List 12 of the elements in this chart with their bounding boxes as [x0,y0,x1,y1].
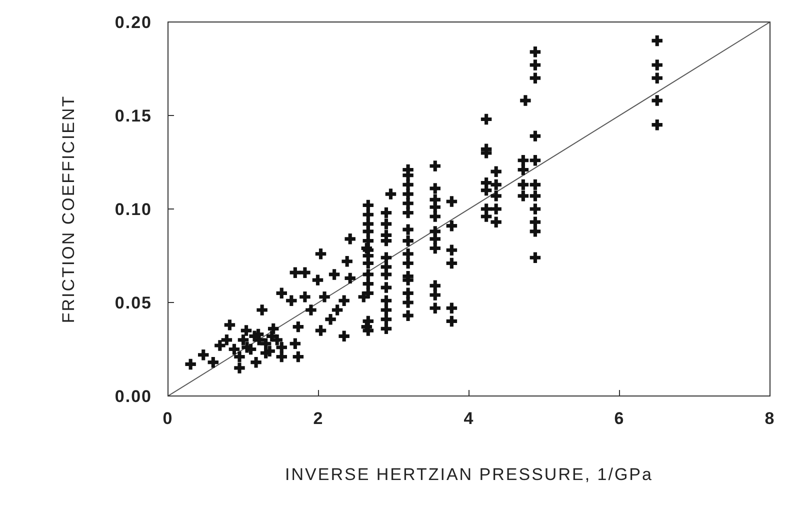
x-tick-label: 2 [313,409,324,428]
x-tick-label: 8 [764,409,776,428]
y-axis-title: FRICTION COEFFICIENT [59,94,78,324]
x-tick-label: 4 [464,409,474,428]
y-tick-label: 0.10 [114,200,152,220]
y-tick-label: 0.15 [114,106,152,126]
y-tick-label: 0.05 [114,294,152,313]
x-tick-label: 0 [162,409,174,428]
y-tick-label: 0.20 [114,13,152,32]
x-tick-label: 6 [614,409,625,428]
y-tick-label: 0.00 [114,387,152,406]
x-axis-title: INVERSE HERTZIAN PRESSURE, 1/GPa [285,465,653,484]
